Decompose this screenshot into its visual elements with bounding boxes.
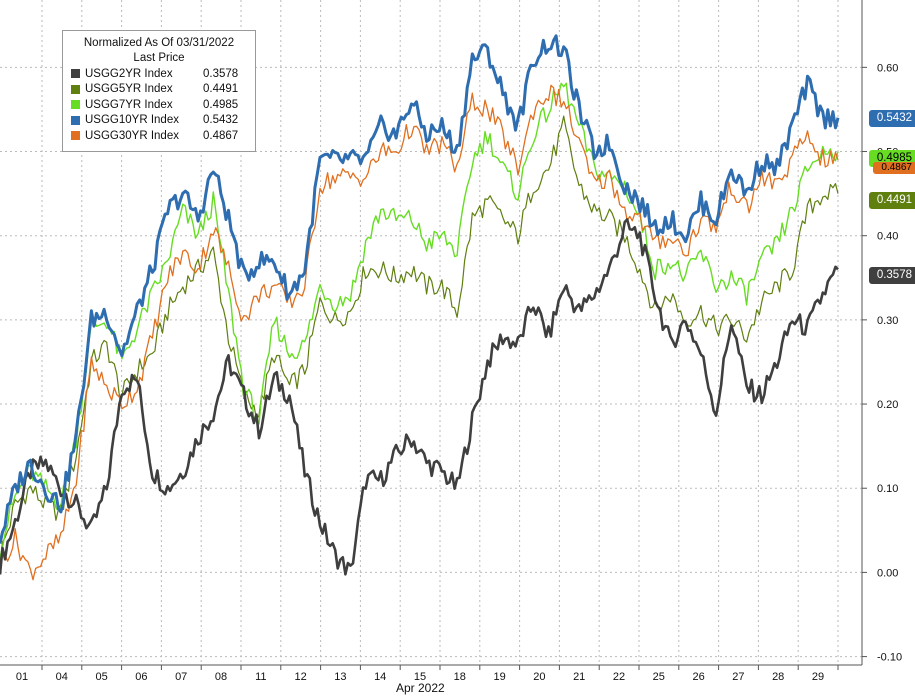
end-tag-usgg30yr: 0.4867 xyxy=(873,162,915,174)
y-tick-label: -0.10 xyxy=(877,652,902,664)
legend-series-value: 0.4491 xyxy=(203,83,239,96)
x-tick-label: 14 xyxy=(374,671,386,683)
x-tick-label: 15 xyxy=(414,671,426,683)
legend-series-name: USGG7YR Index xyxy=(85,98,173,111)
series-layer xyxy=(0,34,840,581)
x-tick-label: 07 xyxy=(175,671,187,683)
legend-item-usgg30yr: USGG30YR Index 0.4867 xyxy=(63,128,255,144)
series-line-usgg30yr-index xyxy=(0,84,839,581)
y-tick-label: 0.10 xyxy=(877,483,898,495)
x-tick-label: 19 xyxy=(493,671,505,683)
legend-item-usgg2yr: USGG2YR Index 0.3578 xyxy=(63,66,255,82)
x-tick-label: 04 xyxy=(56,671,68,683)
y-tick-label: 0.60 xyxy=(877,62,898,74)
y-tick-label: 0.00 xyxy=(877,567,898,579)
legend-item-usgg10yr: USGG10YR Index 0.5432 xyxy=(63,113,255,129)
legend-series-value: 0.3578 xyxy=(203,67,239,80)
legend-item-usgg7yr: USGG7YR Index 0.4985 xyxy=(63,97,255,113)
legend-title: Normalized As Of 03/31/2022 xyxy=(83,37,235,49)
legend-series-name: USGG5YR Index xyxy=(85,83,173,96)
series-line-usgg7yr-index xyxy=(0,82,839,558)
x-tick-label: 12 xyxy=(294,671,306,683)
x-tick-label: 21 xyxy=(573,671,585,683)
end-tag-usgg2yr: 0.3578 xyxy=(868,267,915,284)
x-axis-label: Apr 2022 xyxy=(396,681,445,695)
y-tick-label: 0.20 xyxy=(877,399,898,411)
x-tick-label: 27 xyxy=(732,671,744,683)
legend-swatch xyxy=(71,100,80,110)
end-tag-usgg5yr: 0.4491 xyxy=(868,192,915,209)
y-axis: 0.600.500.400.300.200.100.00-0.10 xyxy=(862,62,902,664)
y-tick-label: 0.30 xyxy=(877,315,898,327)
x-tick-label: 06 xyxy=(135,671,147,683)
legend-series-name: USGG30YR Index xyxy=(85,129,179,142)
x-tick-label: 13 xyxy=(334,671,346,683)
x-tick-label: 08 xyxy=(215,671,227,683)
x-tick-label: 22 xyxy=(613,671,625,683)
legend-series-value: 0.4985 xyxy=(203,98,239,111)
x-axis: 01 04 05 06 07 08 11 12 13 14 15 18 19 20 21 22 25 26 27 28… xyxy=(16,665,839,683)
legend-item-usgg5yr: USGG5YR Index 0.4491 xyxy=(63,82,255,98)
legend-swatch xyxy=(71,69,80,79)
x-tick-label: 20 xyxy=(533,671,545,683)
legend-series-value: 0.4867 xyxy=(203,129,239,142)
legend-swatch xyxy=(71,84,80,94)
legend-series-name: USGG10YR Index xyxy=(85,114,179,127)
x-tick-label: 25 xyxy=(653,671,665,683)
x-tick-label: 28 xyxy=(772,671,784,683)
x-tick-label: 29 xyxy=(812,671,824,683)
legend-series-value: 0.5432 xyxy=(203,114,239,127)
legend-swatch xyxy=(71,131,80,141)
series-line-usgg5yr-index xyxy=(0,115,839,563)
series-line-usgg10yr-index xyxy=(0,34,840,544)
x-tick-label: 05 xyxy=(95,671,107,683)
series-line-usgg2yr-index xyxy=(0,218,839,576)
x-tick-label: 11 xyxy=(255,671,266,683)
y-tick-label: 0.40 xyxy=(877,231,898,243)
legend-subtitle: Last Price xyxy=(133,52,185,64)
x-tick-label: 26 xyxy=(692,671,704,683)
x-tick-label: 01 xyxy=(16,671,28,683)
end-tag-usgg10yr: 0.5432 xyxy=(868,110,915,127)
legend-series-name: USGG2YR Index xyxy=(85,67,173,80)
legend-swatch xyxy=(71,115,80,125)
x-tick-label: 18 xyxy=(454,671,466,683)
legend: Normalized As Of 03/31/2022 Last Price U… xyxy=(62,30,256,152)
